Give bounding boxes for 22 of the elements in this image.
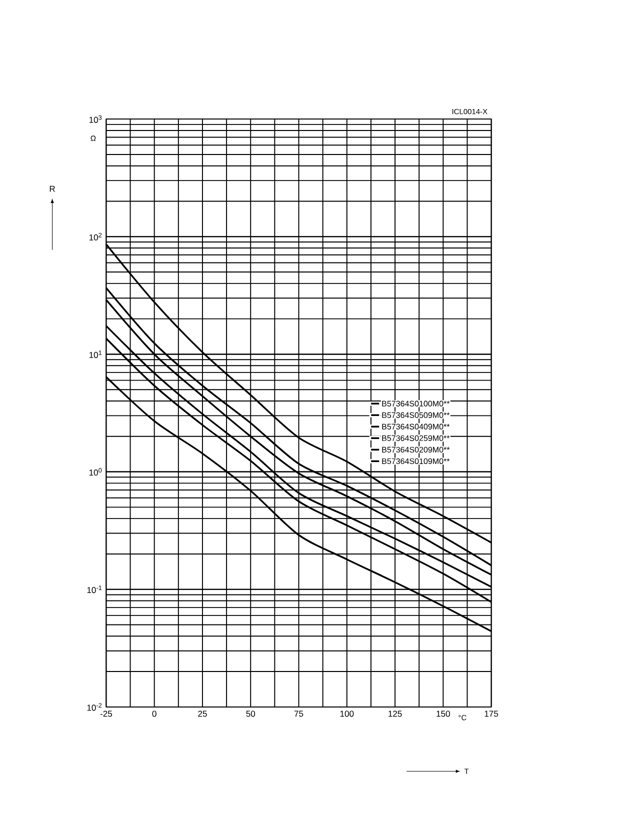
x-tick-label: -25 [100,710,112,717]
x-tick-label: 0 [152,710,156,717]
legend-label: B57364S0259M0** [382,435,450,442]
x-tick-label: 150 [436,710,450,717]
y-axis-title: R [50,186,55,192]
legend-label: B57364S0209M0** [382,446,450,453]
legend-label: B57364S0509M0** [382,412,450,418]
x-tick-label: 50 [246,710,255,717]
y-tick-label: 10$^{-1}$ [87,586,102,594]
legend-label: B57364S0109M0** [382,458,450,464]
y-tick-label: 10$^{2}$ [89,232,102,240]
x-tick-label: 25 [198,710,207,717]
legend-label: B57364S0409M0** [382,424,450,430]
x-tick-label: 175 [484,710,498,717]
y-tick-label: 10$^{-2}$ [87,703,102,711]
y-tick-label: 10$^{3}$ [89,115,102,123]
y-tick-label: 10$^{1}$ [89,350,102,358]
legend-label: B57364S0100M0** [382,400,450,406]
x-tick-label: 75 [294,710,303,717]
y-tick-label: 10$^{0}$ [89,468,102,476]
x-tick-label: 125 [388,710,402,717]
x-tick-label: 100 [340,710,354,717]
